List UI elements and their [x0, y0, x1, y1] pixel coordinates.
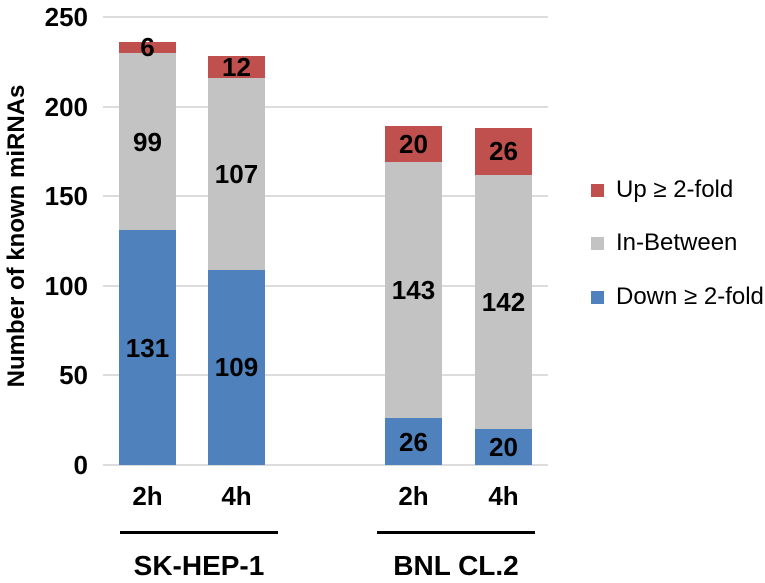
segment-value-between: 107: [214, 158, 259, 189]
bar-BNL CL.2-4h-segment-down: [475, 429, 532, 465]
legend-swatch-down: [591, 290, 604, 304]
gridline-0: [103, 464, 548, 466]
gridline-50: [103, 374, 548, 377]
bar-BNL CL.2-2h-segment-up: [385, 126, 442, 163]
legend-row-up: Up ≥ 2-fold: [591, 175, 733, 205]
segment-value-between: 99: [133, 126, 162, 157]
y-tick-label-250: 250: [44, 2, 88, 32]
bar-SK-HEP-1-2h-segment-between: [119, 52, 176, 231]
bar-BNL CL.2-2h-segment-down: [385, 418, 442, 465]
y-tick-label-200: 200: [44, 91, 88, 122]
group-label-BNL CL.2: BNL CL.2: [393, 550, 519, 581]
legend-label-between: In-Between: [616, 229, 738, 256]
segment-value-up: 20: [399, 129, 428, 160]
bar-SK-HEP-1-4h-segment-between: [208, 77, 265, 270]
y-tick-label-150: 150: [44, 181, 88, 212]
legend-row-between: In-Between: [591, 228, 737, 258]
bar-SK-HEP-1-2h-segment-up: [119, 42, 176, 53]
legend-swatch-between: [591, 236, 604, 250]
group-label-SK-HEP-1: SK-HEP-1: [133, 550, 265, 581]
group-underline-BNL CL.2: [377, 531, 535, 534]
bar-BNL CL.2-2h-segment-between: [385, 162, 442, 419]
bar-SK-HEP-1-4h-segment-down: [208, 269, 265, 465]
bar-BNL CL.2-4h-segment-between: [475, 174, 532, 430]
bar-SK-HEP-1-2h-segment-down: [119, 230, 176, 465]
x-tick-label-BNL CL.2-2h: 2h: [398, 481, 429, 511]
bar-BNL CL.2-4h-segment-up: [475, 128, 532, 175]
x-tick-label-BNL CL.2-4h: 4h: [488, 481, 519, 511]
gridline-200: [103, 105, 548, 108]
y-tick-label-100: 100: [44, 270, 88, 301]
segment-value-up: 6: [140, 32, 155, 63]
segment-value-between: 142: [481, 286, 526, 317]
group-underline-SK-HEP-1: [120, 531, 278, 534]
segment-value-between: 143: [391, 275, 436, 306]
segment-value-down: 26: [399, 426, 428, 457]
gridline-150: [103, 195, 548, 198]
segment-value-down: 20: [489, 432, 518, 463]
legend-label-up: Up ≥ 2-fold: [616, 176, 734, 203]
legend-label-down: Down ≥ 2-fold: [616, 283, 764, 310]
x-tick-label-SK-HEP-1-2h: 2h: [132, 481, 163, 511]
segment-value-up: 12: [222, 52, 251, 83]
segment-value-down: 109: [214, 352, 259, 383]
bar-SK-HEP-1-4h-segment-up: [208, 56, 265, 78]
gridline-100: [103, 284, 548, 287]
legend-swatch-up: [591, 183, 604, 197]
segment-value-down: 131: [125, 332, 170, 363]
x-tick-label-SK-HEP-1-4h: 4h: [221, 481, 252, 511]
segment-value-up: 26: [489, 136, 518, 167]
legend-row-down: Down ≥ 2-fold: [591, 282, 764, 312]
y-tick-label-0: 0: [73, 450, 88, 480]
y-tick-label-50: 50: [59, 360, 88, 391]
gridline-250: [103, 16, 548, 18]
